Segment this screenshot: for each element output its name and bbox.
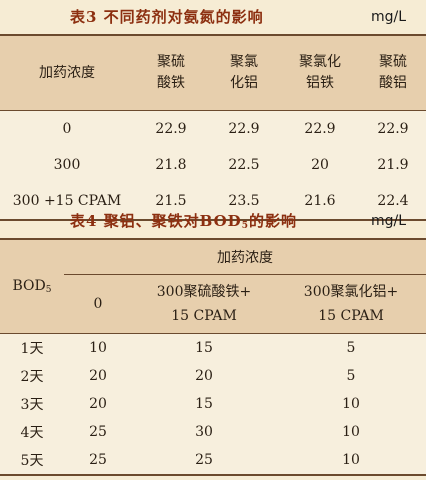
table3-caption: 表3 不同药剂对氨氮的影响 mg/L: [0, 0, 426, 34]
table-cell: 25: [195, 452, 213, 468]
table3-unit: mg/L: [370, 9, 406, 25]
table3: 加药浓度 聚硫 酸铁 聚氯 化铝 聚氯化 铝铁 聚硫 酸铝 0 22.9 22.9 22…: [0, 34, 426, 221]
table4-col-header-text: 300聚氯化铝+ 15 CPAM: [303, 284, 399, 324]
table-cell: 22.9: [155, 121, 187, 137]
table4: BOD5 加药浓度 0 300聚硫酸铁+ 15 CPAM 300聚氯化铝+ 15 C…: [0, 238, 426, 476]
table-row: 3天 20 15 10: [0, 390, 426, 418]
table4-subheader-row: 0 300聚硫酸铁+ 15 CPAM 300聚氯化铝+ 15 CPAM: [0, 274, 426, 334]
table-cell: 22.9: [377, 121, 409, 137]
table4-row-header: BOD5: [0, 239, 64, 334]
table4-row-header-main: BOD: [12, 278, 46, 294]
table3-header-cell: 聚氯 化铝: [208, 35, 280, 111]
table-cell: 15: [195, 340, 213, 356]
table-cell: 25: [89, 452, 107, 468]
table-row: 4天 25 30 10: [0, 418, 426, 446]
table-cell: 5: [346, 368, 356, 384]
table-cell: 15: [195, 396, 213, 412]
table4-title-main: 表4 聚铝、聚铁对BOD: [70, 212, 242, 230]
table-cell: 21.5: [155, 193, 187, 209]
table3-header-cell: 聚硫 酸铁: [134, 35, 208, 111]
table-cell: 22.9: [304, 121, 336, 137]
table-cell: 3天: [20, 397, 44, 413]
table-cell: 5天: [20, 453, 44, 469]
table4-title: 表4 聚铝、聚铁对BOD5的影响: [70, 204, 297, 238]
table4-group-header: 加药浓度: [64, 239, 426, 275]
table-cell: 10: [89, 340, 107, 356]
table4-title-subscript: 5: [241, 221, 249, 231]
table-cell: 5: [346, 340, 356, 356]
table4-col-header: 0: [93, 296, 103, 312]
table-cell: 20: [195, 368, 213, 384]
table-cell: 21.9: [377, 157, 409, 173]
table4-unit: mg/L: [370, 213, 406, 229]
table-row: 300 21.8 22.5 20 21.9: [0, 147, 426, 183]
table-row: 300 +15 CPAM 21.5 23.5 21.6 22.4: [0, 183, 426, 220]
table-row: 0 22.9 22.9 22.9 22.9: [0, 110, 426, 147]
table-cell: 10: [342, 452, 360, 468]
table4-row-header-subscript: 5: [45, 285, 52, 295]
table3-header-text: 聚硫 酸铁: [157, 54, 185, 91]
table3-header-text: 聚硫 酸铝: [379, 54, 407, 91]
table-row: 5天 25 25 10: [0, 446, 426, 475]
table3-header-cell: 聚氯化 铝铁: [280, 35, 360, 111]
table3-header-row: 加药浓度 聚硫 酸铁 聚氯 化铝 聚氯化 铝铁 聚硫 酸铝: [0, 35, 426, 111]
table4-col-header: 300聚氯化铝+ 15 CPAM: [276, 275, 426, 334]
table3-title: 表3 不同药剂对氨氮的影响: [70, 8, 264, 26]
table-cell: 30: [195, 424, 213, 440]
table-cell: 21.6: [304, 193, 336, 209]
table-cell: 4天: [20, 425, 44, 441]
table3-header-cell: 聚硫 酸铝: [360, 35, 426, 111]
table4-header-row: BOD5 加药浓度: [0, 239, 426, 334]
table4-caption: 表4 聚铝、聚铁对BOD5的影响 mg/L: [0, 204, 426, 238]
table-cell: 20: [89, 368, 107, 384]
table-row: 1天 10 15 5: [0, 333, 426, 362]
table-cell: 20: [311, 157, 329, 173]
table-cell: 22.4: [377, 193, 409, 209]
table4-col-header-text: 300聚硫酸铁+ 15 CPAM: [156, 284, 252, 324]
table-cell: 22.5: [228, 157, 260, 173]
table-cell: 22.9: [228, 121, 260, 137]
table-cell: 2天: [20, 369, 44, 385]
table3-header-text: 聚氯 化铝: [230, 54, 258, 91]
table-cell: 21.8: [155, 157, 187, 173]
table-cell: 300: [53, 157, 81, 173]
table-cell: 20: [89, 396, 107, 412]
table4-title-end: 的影响: [248, 212, 297, 230]
table-row: 2天 20 20 5: [0, 362, 426, 390]
table-cell: 1天: [20, 341, 44, 357]
table-cell: 10: [342, 424, 360, 440]
table-cell: 23.5: [228, 193, 260, 209]
table3-header-cell: 加药浓度: [0, 35, 134, 111]
table4-col-header: 300聚硫酸铁+ 15 CPAM: [132, 275, 276, 334]
table-cell: 300 +15 CPAM: [12, 193, 122, 209]
table-cell: 0: [62, 121, 72, 137]
table-cell: 10: [342, 396, 360, 412]
table-cell: 25: [89, 424, 107, 440]
table3-header-text: 聚氯化 铝铁: [299, 54, 341, 91]
